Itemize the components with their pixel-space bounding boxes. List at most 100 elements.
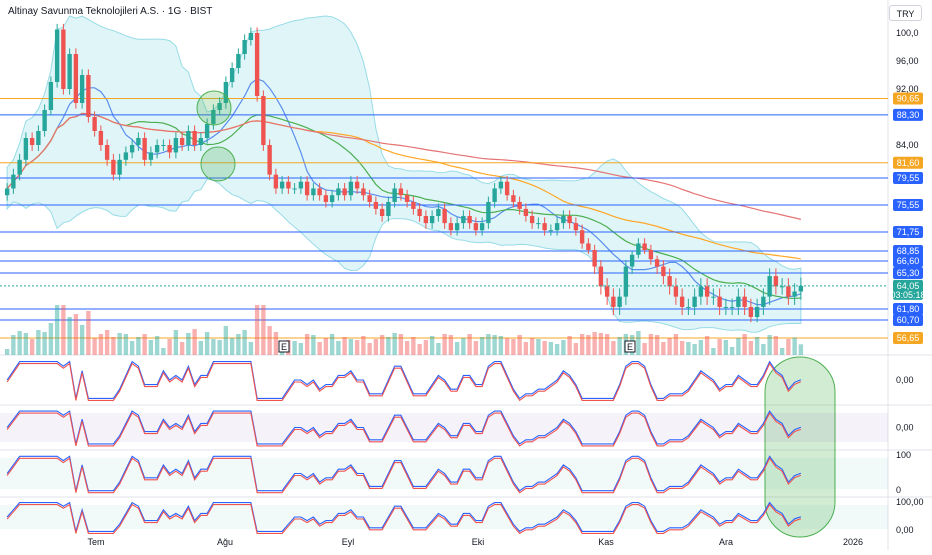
candle-body <box>242 40 247 54</box>
volume-bar <box>111 337 116 355</box>
oscillator-tick-label: 0,00 <box>896 525 914 535</box>
candle-body <box>129 145 135 153</box>
candle-body <box>742 296 747 307</box>
oscillator-line <box>6 501 802 533</box>
candle-body <box>461 216 466 224</box>
candle-body <box>617 296 622 307</box>
candle-body <box>511 195 516 202</box>
price-tick-label: 100,0 <box>896 28 919 38</box>
chart-title: Altinay Savunma Teknolojileri A.S. · 1G … <box>8 6 212 17</box>
ma-100-line <box>6 112 802 220</box>
candle-body <box>54 29 60 82</box>
candle-body <box>667 276 672 287</box>
candle-body <box>329 195 335 202</box>
candle-body <box>336 188 341 196</box>
level-price-text: 61,80 <box>897 304 920 314</box>
volume-bar <box>198 341 204 355</box>
candle-body <box>48 82 54 110</box>
candle-body <box>411 201 416 209</box>
volume-bar <box>423 340 429 355</box>
candle-body <box>592 250 597 267</box>
candle-body <box>223 82 229 103</box>
candle-body <box>767 276 772 297</box>
candle-body <box>423 216 429 224</box>
volume-bar <box>192 329 197 355</box>
bollinger-band <box>6 15 802 333</box>
volume-bar <box>548 342 554 355</box>
candle-body <box>436 208 441 217</box>
volume-bar <box>417 344 422 355</box>
candle-body <box>79 75 85 103</box>
volume-bar <box>148 340 154 355</box>
volume-bar <box>773 336 779 355</box>
candle-body <box>117 159 122 175</box>
candle-body <box>386 201 391 217</box>
level-price-tag <box>893 267 923 279</box>
volume-bar <box>248 342 254 355</box>
volume-bar <box>398 334 404 355</box>
candle-body <box>773 276 779 287</box>
volume-bar <box>792 337 797 355</box>
candle-body <box>698 286 704 297</box>
candle-body <box>704 286 710 297</box>
volume-bar <box>117 333 122 355</box>
candle-body <box>517 201 522 209</box>
volume-bar <box>661 342 666 355</box>
candle-body <box>542 223 547 231</box>
volume-bar <box>723 340 729 355</box>
volume-bar <box>642 343 647 355</box>
currency-selector[interactable]: TRY <box>889 5 922 21</box>
candle-body <box>261 96 266 145</box>
volume-bar <box>304 334 310 355</box>
volume-bar <box>498 336 504 355</box>
level-price-text: 68,85 <box>897 246 920 256</box>
candle-body <box>136 138 141 145</box>
candle-body <box>211 110 216 124</box>
candle-body <box>192 131 197 145</box>
earnings-marker-label: E <box>281 342 287 352</box>
volume-bar <box>211 339 216 355</box>
volume-bar <box>354 340 360 355</box>
volume-bar <box>342 337 347 355</box>
candle-body <box>267 145 272 175</box>
oscillator-line <box>6 503 802 535</box>
volume-bar <box>273 332 279 355</box>
candle-body <box>392 188 397 202</box>
candle-body <box>154 145 160 153</box>
volume-bar <box>704 336 710 355</box>
volume-bar <box>179 342 185 355</box>
volume-bar <box>748 341 754 355</box>
candle-body <box>373 201 379 209</box>
candle-body <box>23 138 29 160</box>
candle-body <box>148 152 154 160</box>
level-price-tag <box>893 245 923 257</box>
candle-body <box>586 243 591 251</box>
candle-body <box>186 131 191 145</box>
volume-bar <box>167 339 172 355</box>
oscillator-line <box>6 360 802 400</box>
candle-body <box>361 188 366 196</box>
candle-body <box>661 266 666 277</box>
time-tick-label: Ara <box>719 537 733 547</box>
volume-bar <box>4 349 10 355</box>
price-tick-label: 84,00 <box>896 140 919 150</box>
volume-bar <box>11 335 16 355</box>
time-tick-label: Tem <box>87 537 104 547</box>
volume-bar <box>161 348 166 355</box>
candle-body <box>217 103 222 110</box>
candle-body <box>236 54 241 68</box>
countdown-text: 03:05:18 <box>890 290 925 300</box>
candle-body <box>4 188 10 196</box>
volume-bar <box>29 339 35 355</box>
candle-body <box>473 223 479 231</box>
oscillator-tick-label: 100,00 <box>896 497 924 507</box>
candle-body <box>248 33 254 40</box>
candle-body <box>379 208 385 217</box>
volume-bar <box>579 334 585 355</box>
volume-bar <box>404 341 410 355</box>
volume-bar <box>204 332 210 355</box>
candle-body <box>629 254 635 267</box>
candle-body <box>642 243 647 251</box>
